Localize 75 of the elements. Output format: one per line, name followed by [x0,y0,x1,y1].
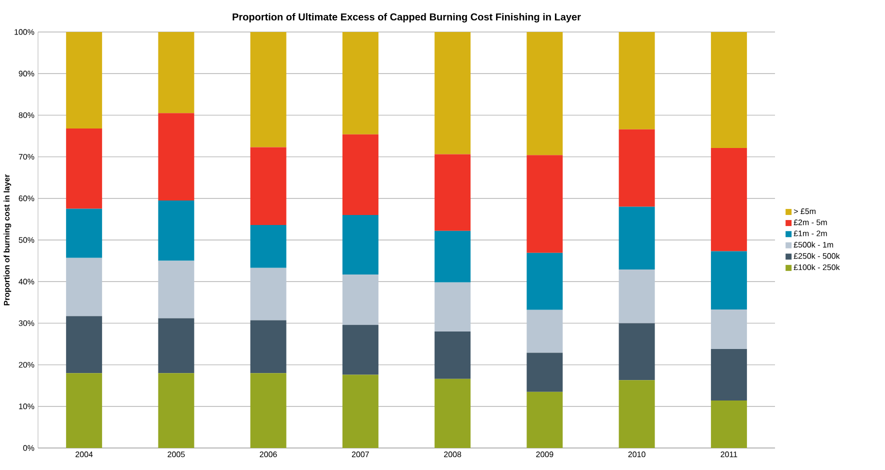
bar [434,230,471,282]
bar [66,128,102,209]
legend-label: £100k - 250k [794,264,840,270]
bar [434,378,471,448]
bar [526,32,563,156]
bar [342,134,378,216]
legend-label: > £5m [794,208,816,214]
bar [250,147,286,226]
bar [710,348,747,401]
bar [250,320,286,374]
bar [526,352,563,392]
bar [710,400,747,448]
bar [618,32,655,130]
y-tick-label: 50% [18,237,34,243]
y-tick-label: 60% [18,196,34,202]
bar [250,225,286,268]
bar [66,316,102,374]
bar [526,155,563,253]
y-tick-label: 0% [23,445,34,451]
bar [66,258,102,316]
bar [158,318,194,374]
legend-label: £2m - 5m [794,220,827,226]
y-tick-label: 10% [19,404,34,410]
y-axis-title: Proportion of burning cost in layer [4,174,12,306]
y-tick-label: 80% [18,112,34,118]
y-tick-label: 100% [14,29,34,35]
bar [250,268,286,320]
bar [618,323,655,380]
x-tick-label: 2011 [720,452,738,458]
bar [66,208,102,258]
bar [342,274,378,325]
x-tick-label: 2008 [444,452,462,458]
bar [710,32,747,148]
y-tick-label: 30% [18,320,34,326]
bar [158,113,194,200]
bar [618,270,655,324]
bar [158,32,194,114]
bar [158,373,194,448]
y-tick-label: 90% [18,70,34,76]
chart-title: Proportion of Ultimate Excess of Capped Burning Cost Finishing in Layer [232,13,581,22]
bar [342,374,378,448]
bar [158,260,194,318]
bar [342,324,378,375]
bar [526,252,563,310]
bar [434,154,471,231]
bar [342,32,378,134]
x-tick-label: 2006 [260,452,277,458]
bar [434,332,471,379]
bar [250,32,286,148]
x-tick-label: 2007 [352,452,369,458]
x-tick-label: 2009 [536,452,554,458]
bar [250,373,286,448]
bar [710,309,747,349]
bar [66,32,102,128]
bar [434,32,471,154]
bar [434,282,471,332]
bar [618,380,655,448]
bar [66,373,102,448]
bar [710,148,747,252]
legend-label: £1m - 2m [794,230,827,236]
y-tick-label: 20% [18,362,34,368]
bar [526,392,563,448]
bar [526,310,563,353]
bar [710,251,747,310]
legend-label: £250k - 500k [794,252,840,259]
y-tick-label: 40% [18,278,34,284]
x-tick-label: 2004 [76,452,93,458]
legend-label: £500k - 1m [794,242,834,248]
x-tick-label: 2010 [628,452,646,458]
bar [342,215,378,275]
x-tick-label: 2005 [168,452,185,458]
bar [618,129,655,207]
y-tick-label: 70% [18,154,34,160]
bar [158,200,194,261]
bar [618,206,655,270]
